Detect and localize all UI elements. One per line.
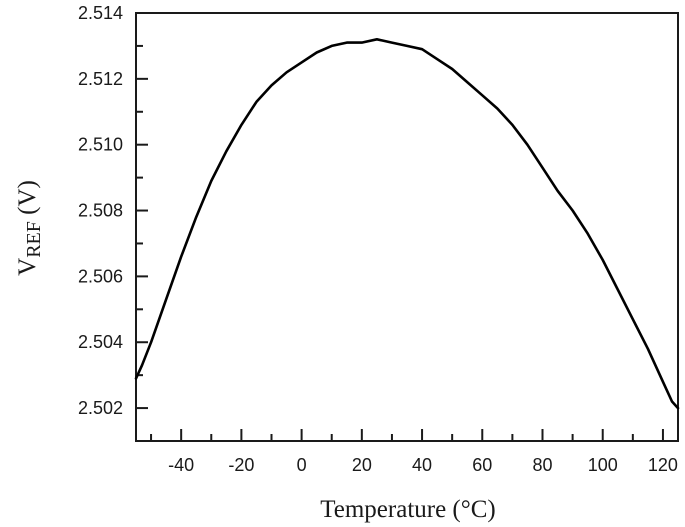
y-axis-title: VREF (V) — [14, 180, 45, 276]
x-tick-label: -20 — [228, 455, 254, 475]
y-tick-label: 2.508 — [78, 201, 123, 221]
x-tick-label: 120 — [648, 455, 678, 475]
x-tick-label: 60 — [472, 455, 492, 475]
y-tick-label: 2.502 — [78, 398, 123, 418]
y-axis: 2.502 2.504 2.506 2.508 2.510 2.512 2.514 — [78, 3, 148, 418]
y-tick-label: 2.512 — [78, 69, 123, 89]
y-tick-label: 2.506 — [78, 266, 123, 286]
y-tick-label: 2.504 — [78, 332, 123, 352]
x-tick-label: 20 — [352, 455, 372, 475]
plot-border — [135, 12, 679, 442]
vref-curve — [134, 37, 680, 410]
plot-frame — [135, 12, 679, 442]
x-axis: -40 -20 0 20 40 60 80 100 120 — [150, 429, 678, 475]
x-tick-label: 40 — [412, 455, 432, 475]
x-tick-label: -40 — [168, 455, 194, 475]
x-tick-label: 0 — [297, 455, 307, 475]
x-axis-title: Temperature (°C) — [320, 496, 496, 523]
y-tick-label: 2.514 — [78, 3, 123, 23]
y-tick-label: 2.510 — [78, 135, 123, 155]
x-tick-label: 80 — [532, 455, 552, 475]
x-tick-label: 100 — [588, 455, 618, 475]
